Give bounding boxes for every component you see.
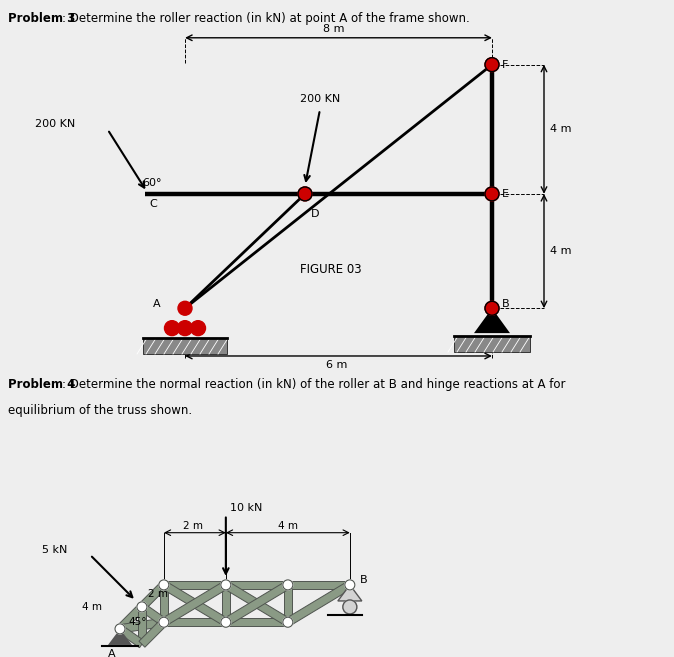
Circle shape (191, 321, 206, 336)
Polygon shape (140, 603, 166, 625)
Polygon shape (338, 585, 362, 601)
Text: : Determine the roller reaction (in kN) at point A of the frame shown.: : Determine the roller reaction (in kN) … (62, 12, 470, 25)
Polygon shape (284, 585, 292, 622)
Text: D: D (311, 209, 319, 219)
Circle shape (115, 624, 125, 634)
Text: FIGURE 03: FIGURE 03 (300, 263, 362, 277)
Polygon shape (454, 336, 530, 352)
Polygon shape (222, 585, 230, 622)
Text: 5 kN: 5 kN (42, 545, 67, 555)
Polygon shape (139, 582, 166, 610)
Text: 4 m: 4 m (82, 602, 102, 612)
Polygon shape (164, 618, 226, 626)
Text: Problem 4: Problem 4 (8, 378, 75, 391)
Text: 2 m: 2 m (148, 589, 168, 599)
Text: Problem 3: Problem 3 (8, 12, 75, 25)
Circle shape (283, 580, 293, 590)
Text: B: B (360, 575, 367, 585)
Circle shape (485, 302, 499, 315)
Polygon shape (224, 581, 290, 626)
Polygon shape (224, 581, 290, 626)
Polygon shape (162, 581, 228, 626)
Text: E: E (502, 189, 509, 199)
Polygon shape (119, 618, 164, 633)
Polygon shape (117, 625, 144, 648)
Text: 4 m: 4 m (550, 124, 572, 134)
Circle shape (343, 600, 357, 614)
Polygon shape (226, 581, 288, 589)
Text: A: A (153, 300, 160, 309)
Polygon shape (286, 581, 352, 626)
Text: 45°: 45° (128, 617, 146, 627)
Text: 2 m: 2 m (183, 521, 203, 531)
Polygon shape (288, 581, 350, 589)
Circle shape (221, 580, 231, 590)
Polygon shape (139, 620, 166, 647)
Polygon shape (474, 308, 510, 333)
Circle shape (345, 580, 355, 590)
Text: 200 KN: 200 KN (36, 120, 75, 129)
Text: 4 m: 4 m (550, 246, 572, 256)
Polygon shape (226, 618, 288, 626)
Polygon shape (143, 338, 227, 354)
Text: equilibrium of the truss shown.: equilibrium of the truss shown. (8, 404, 192, 417)
Text: 200 KN: 200 KN (300, 95, 340, 104)
Text: 6 m: 6 m (326, 360, 348, 370)
Circle shape (164, 321, 179, 336)
Text: A: A (109, 649, 116, 657)
Circle shape (298, 187, 312, 201)
Circle shape (485, 58, 499, 72)
Circle shape (159, 617, 169, 627)
Text: 4 m: 4 m (278, 521, 298, 531)
Polygon shape (162, 581, 228, 626)
Circle shape (485, 187, 499, 201)
Circle shape (178, 302, 192, 315)
Polygon shape (160, 585, 168, 622)
Polygon shape (117, 604, 145, 632)
Polygon shape (164, 581, 226, 589)
Text: C: C (149, 199, 157, 209)
Text: 8 m: 8 m (324, 24, 345, 34)
Text: 10 kN: 10 kN (230, 503, 262, 512)
Text: B: B (502, 300, 510, 309)
Circle shape (137, 602, 147, 612)
Circle shape (159, 580, 169, 590)
Circle shape (177, 321, 193, 336)
Circle shape (221, 617, 231, 627)
Text: F: F (502, 60, 508, 70)
Polygon shape (108, 629, 132, 645)
Text: : Determine the normal reaction (in kN) of the roller at B and hinge reactions a: : Determine the normal reaction (in kN) … (62, 378, 565, 391)
Text: 60°: 60° (142, 178, 162, 188)
Circle shape (283, 617, 293, 627)
Polygon shape (137, 607, 146, 645)
